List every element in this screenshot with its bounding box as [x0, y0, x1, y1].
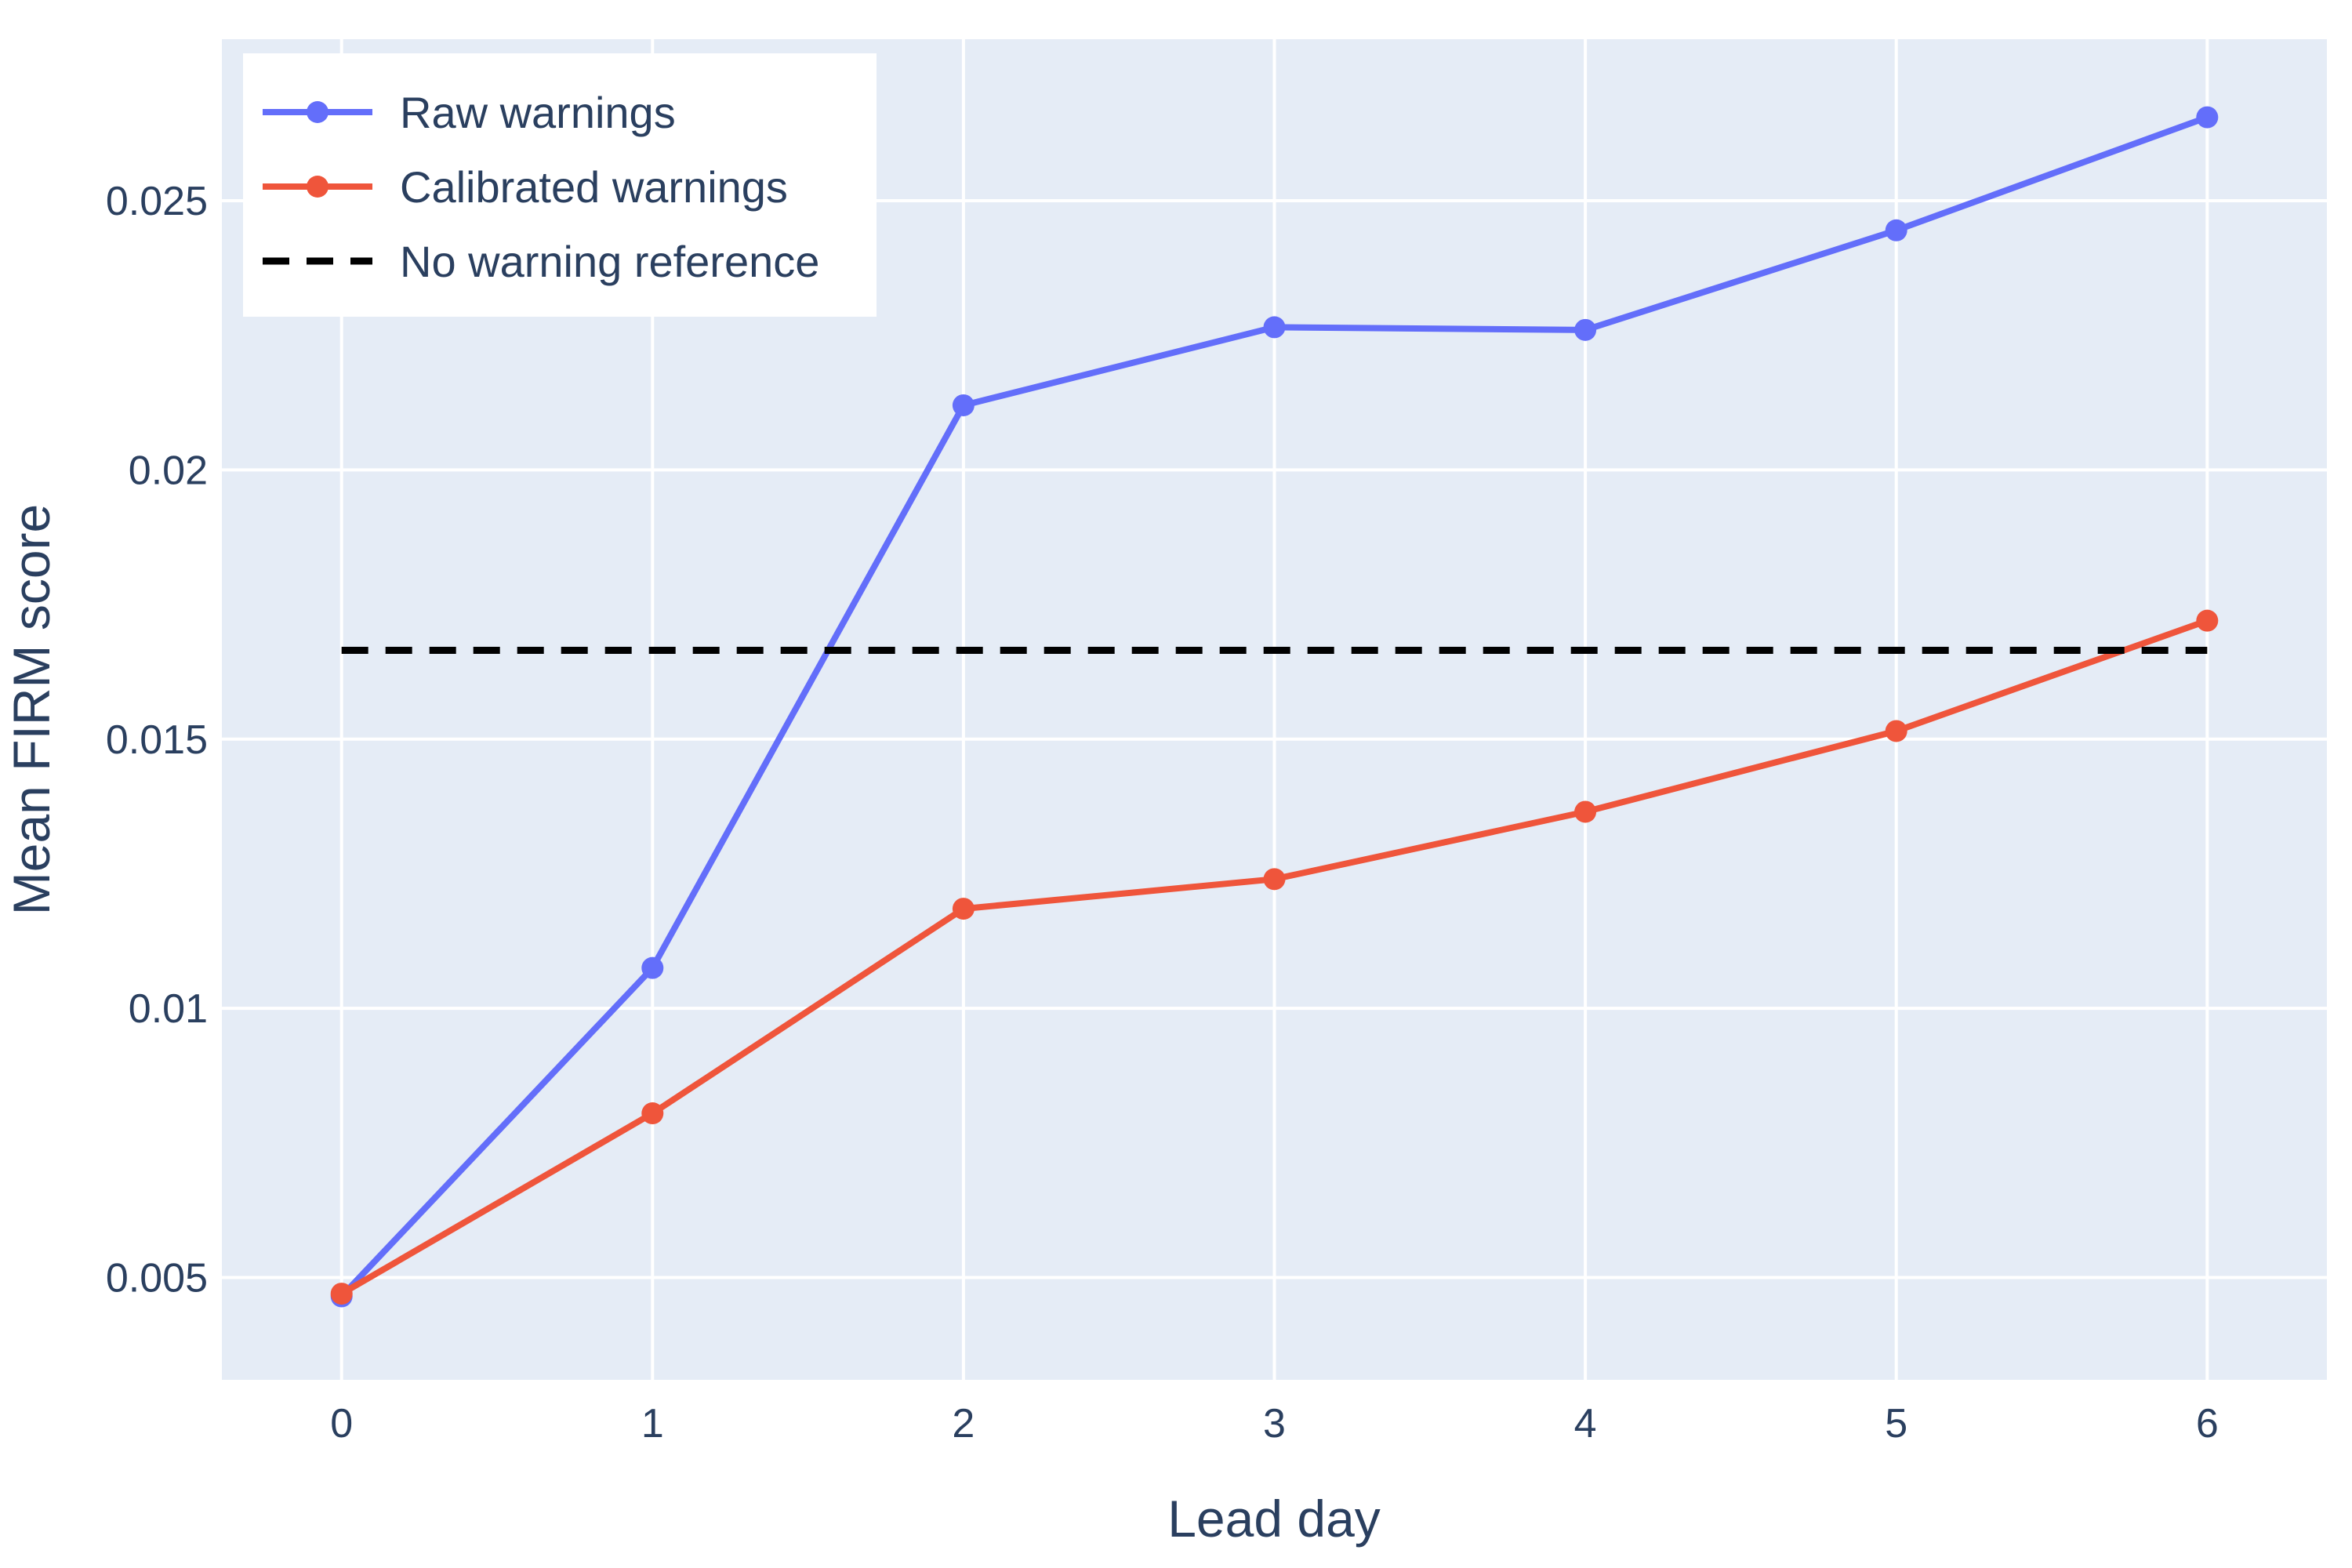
y-tick-label: 0.005	[106, 1256, 208, 1301]
data-point	[1263, 868, 1286, 891]
data-point	[952, 394, 975, 416]
x-axis-title: Lead day	[1167, 1490, 1381, 1548]
data-point	[641, 1102, 664, 1125]
legend-label: Calibrated warnings	[400, 162, 788, 212]
data-point	[2196, 609, 2219, 632]
legend-label: Raw warnings	[400, 88, 676, 137]
data-point	[1885, 720, 1907, 742]
data-point	[1263, 316, 1286, 339]
legend-marker	[307, 101, 328, 123]
legend-item: Calibrated warnings	[263, 162, 788, 212]
x-tick-label: 6	[2196, 1401, 2219, 1446]
y-axis-ticks: 0.005 0.01 0.015 0.02 0.025	[106, 179, 208, 1301]
x-tick-label: 1	[641, 1401, 664, 1446]
data-point	[1574, 800, 1597, 823]
data-point	[1885, 219, 1907, 241]
grid	[222, 39, 2327, 1380]
legend: Raw warnings Calibrated warnings No warnin…	[243, 53, 877, 317]
x-tick-label: 5	[1885, 1401, 1907, 1446]
x-tick-label: 4	[1574, 1401, 1597, 1446]
y-tick-label: 0.025	[106, 179, 208, 224]
x-axis-ticks: 0 1 2 3 4 5 6	[330, 1401, 2219, 1446]
legend-item: Raw warnings	[263, 88, 676, 137]
y-tick-label: 0.02	[129, 448, 208, 493]
data-point	[2196, 106, 2219, 129]
data-point	[641, 956, 664, 979]
data-point	[1574, 318, 1597, 341]
series-1	[330, 609, 2219, 1305]
legend-label: No warning reference	[400, 237, 819, 286]
x-tick-label: 3	[1263, 1401, 1286, 1446]
legend-marker	[307, 176, 328, 198]
x-tick-label: 0	[330, 1401, 353, 1446]
y-axis-title: Mean FIRM score	[2, 504, 60, 915]
series-layer	[330, 106, 2219, 1308]
x-tick-label: 2	[952, 1401, 975, 1446]
y-tick-label: 0.015	[106, 717, 208, 763]
data-point	[952, 898, 975, 920]
legend-item: No warning reference	[263, 237, 819, 286]
y-tick-label: 0.01	[129, 986, 208, 1032]
data-point	[330, 1283, 353, 1305]
